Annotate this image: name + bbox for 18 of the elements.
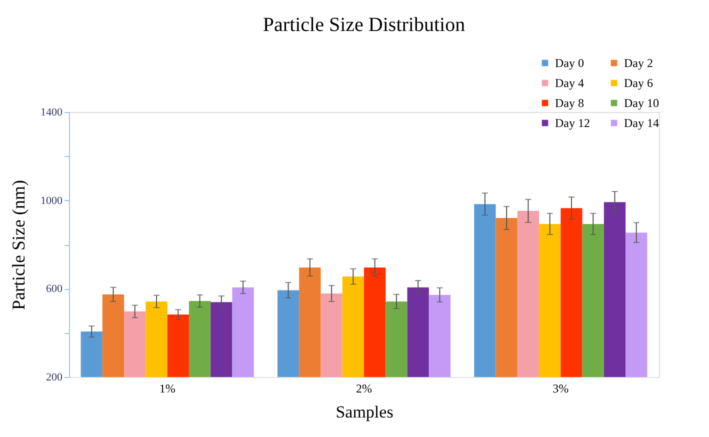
x-tick-label: 1% — [159, 382, 176, 396]
y-tick-label: 200 — [46, 372, 63, 384]
legend-label: Day 10 — [624, 96, 659, 110]
chart-title: Particle Size Distribution — [262, 14, 466, 36]
legend-label: Day 0 — [555, 56, 584, 70]
legend-label: Day 14 — [624, 116, 659, 130]
x-tick-label: 3% — [552, 382, 569, 396]
legend-label: Day 8 — [555, 96, 584, 110]
y-axis-title: Particle Size (nm) — [8, 180, 28, 310]
x-tick-label: 2% — [356, 382, 372, 396]
y-tick-label: 600 — [46, 283, 63, 296]
y-tick-label: 1000 — [40, 194, 63, 207]
y-tick-label: 1400 — [40, 106, 63, 118]
legend-label: Day 12 — [555, 116, 590, 130]
legend-label: Day 2 — [624, 56, 653, 70]
legend-label: Day 4 — [555, 76, 584, 90]
x-axis-title: Samples — [336, 402, 394, 422]
legend-label: Day 6 — [624, 76, 653, 90]
